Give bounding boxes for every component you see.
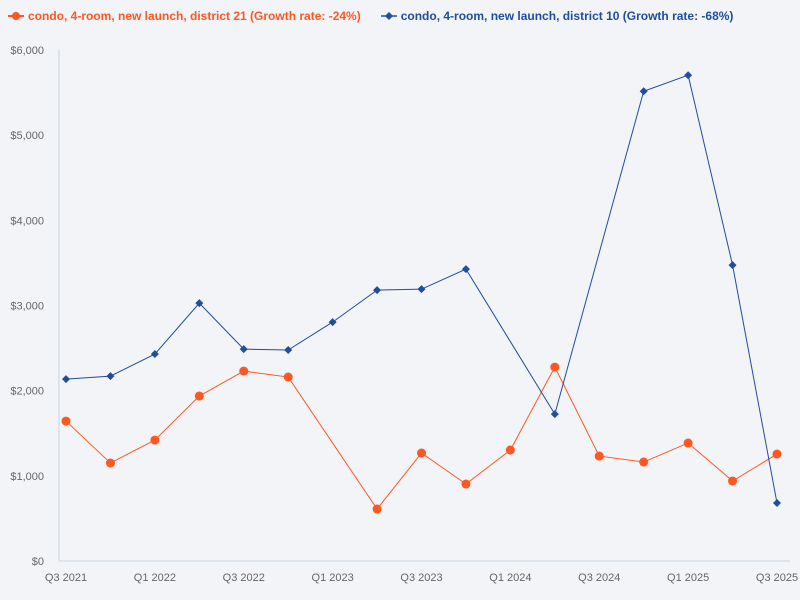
data-point <box>283 372 293 382</box>
data-point <box>150 350 159 359</box>
data-point <box>639 457 649 467</box>
data-point <box>550 362 560 372</box>
data-point <box>284 346 293 355</box>
circle-marker-icon <box>8 12 24 20</box>
data-point <box>195 299 204 308</box>
data-point <box>684 71 693 80</box>
data-point <box>61 416 71 426</box>
x-tick-label: Q1 2022 <box>134 572 176 584</box>
data-point <box>728 476 738 486</box>
data-point <box>639 87 648 96</box>
data-point <box>461 265 470 274</box>
y-tick-label: $2,000 <box>10 386 44 398</box>
legend-item-district-10[interactable]: condo, 4-room, new launch, district 10 (… <box>380 9 734 23</box>
legend: condo, 4-room, new launch, district 21 (… <box>8 9 733 23</box>
data-point <box>417 285 426 294</box>
legend-item-district-21[interactable]: condo, 4-room, new launch, district 21 (… <box>8 9 361 23</box>
data-point <box>239 366 249 376</box>
x-tick-label: Q1 2023 <box>312 572 354 584</box>
data-point <box>417 448 426 458</box>
data-point <box>328 318 337 327</box>
data-point <box>372 504 382 514</box>
data-point <box>62 375 70 384</box>
x-tick-label: Q1 2024 <box>489 572 531 584</box>
series-line-0 <box>65 365 778 510</box>
data-point <box>772 449 782 459</box>
data-point <box>373 286 382 295</box>
data-point <box>773 499 781 508</box>
y-tick-label: $5,000 <box>10 130 44 142</box>
data-point <box>505 445 515 455</box>
y-tick-label: $6,000 <box>10 45 44 57</box>
x-tick-label: Q1 2025 <box>667 572 709 584</box>
data-point <box>150 435 160 445</box>
data-point <box>550 410 559 419</box>
y-tick-label: $3,000 <box>10 301 44 313</box>
data-point <box>106 372 115 381</box>
x-tick-label: Q3 2023 <box>400 572 442 584</box>
legend-label: condo, 4-room, new launch, district 10 (… <box>400 9 734 23</box>
data-point <box>239 345 248 354</box>
data-point <box>461 479 471 489</box>
data-point <box>194 391 204 401</box>
data-point <box>683 438 693 448</box>
diamond-marker-icon <box>380 12 397 20</box>
legend-label: condo, 4-room, new launch, district 21 (… <box>28 9 361 23</box>
data-point <box>594 451 604 461</box>
x-tick-label: Q3 2024 <box>578 572 620 584</box>
data-point <box>105 458 115 468</box>
data-point <box>728 261 737 270</box>
x-tick-label: Q3 2021 <box>45 572 87 584</box>
y-tick-label: $1,000 <box>10 471 44 483</box>
y-tick-label: $4,000 <box>10 215 44 227</box>
x-tick-label: Q3 2022 <box>223 572 265 584</box>
y-tick-label: $0 <box>32 556 44 568</box>
x-tick-label: Q3 2025 <box>756 572 798 584</box>
